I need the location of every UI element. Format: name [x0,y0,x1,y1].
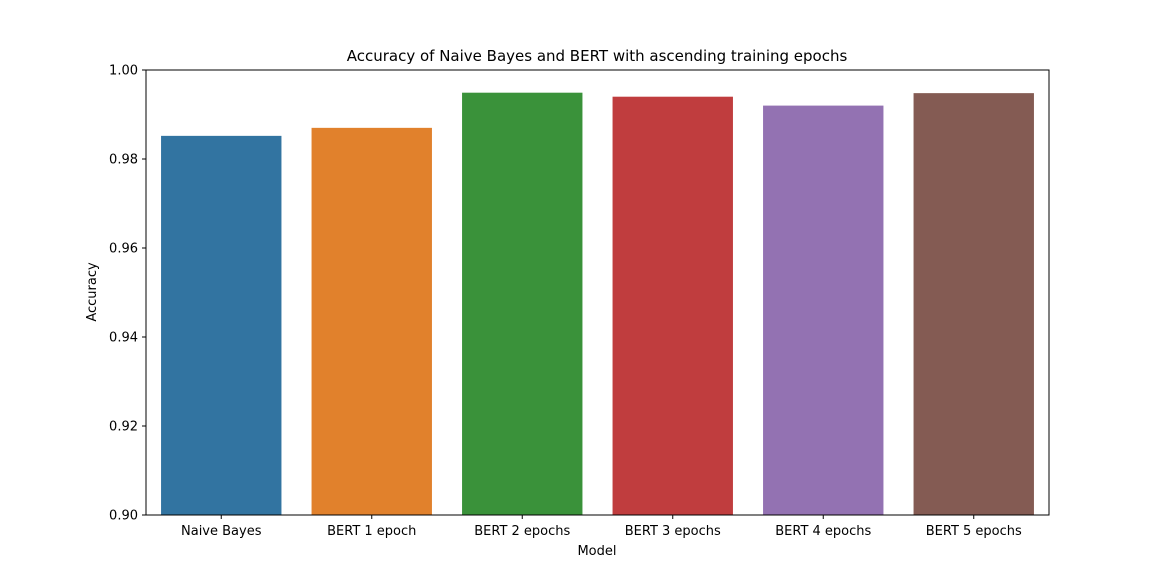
y-axis-label: Accuracy [85,262,100,322]
x-tick-label: Naive Bayes [181,524,262,539]
y-tick-label: 1.00 [109,64,138,79]
x-tick-label: BERT 2 epochs [474,524,570,539]
bar-5 [763,105,884,515]
x-tick-label: BERT 1 epoch [327,524,416,539]
bar-4 [612,96,733,515]
y-tick-label: 0.92 [109,420,138,435]
y-tick-label: 0.96 [109,242,138,257]
x-tick-label: BERT 3 epochs [625,524,721,539]
chart-title: Accuracy of Naive Bayes and BERT with as… [347,47,848,65]
y-tick-label: 0.94 [109,331,138,346]
bars-group [161,92,1034,516]
x-axis-ticks: Naive Bayes BERT 1 epoch BERT 2 epochs BERT… [181,515,1022,539]
plot-frame [145,69,1050,516]
bar-2 [311,127,432,515]
y-tick-label: 0.98 [109,153,138,168]
y-tick-label: 0.90 [109,509,138,524]
y-axis-ticks: 0.90 0.92 0.94 0.96 0.98 1.00 [109,64,146,524]
bar-1 [161,135,282,516]
x-axis-label: Model [577,544,616,559]
x-tick-label: BERT 4 epochs [775,524,871,539]
x-tick-label: BERT 5 epochs [926,524,1022,539]
bar-6 [913,93,1034,515]
bar-3 [462,92,583,515]
